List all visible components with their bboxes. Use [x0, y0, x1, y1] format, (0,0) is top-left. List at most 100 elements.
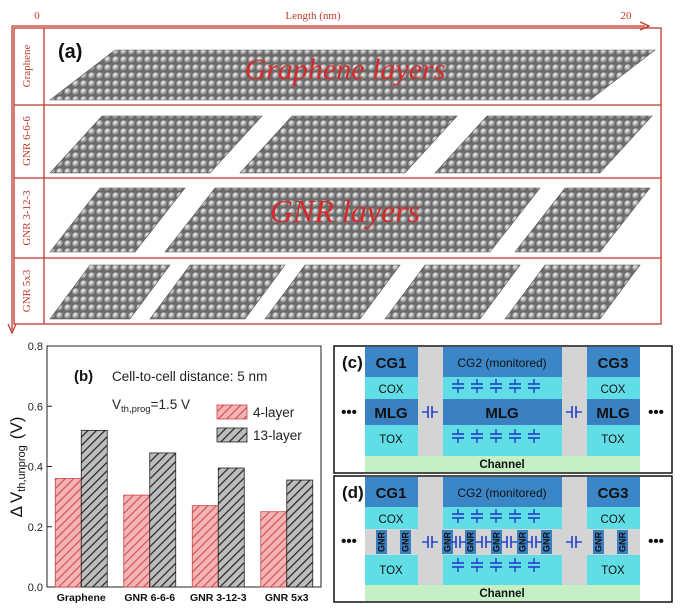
gnr-ribbon: GNR [617, 530, 628, 554]
mlg-label-middle: MLG [485, 405, 518, 422]
mlg-middle [443, 399, 562, 425]
cg2-gate [443, 347, 562, 377]
tox-label-left: TOX [379, 565, 403, 577]
spacer-left [418, 477, 443, 585]
bar-13-layer-3 [217, 467, 245, 588]
x-tick-label: GNR 5x3 [265, 592, 309, 604]
capacitor-icon [528, 379, 540, 393]
capacitor-icon [528, 558, 540, 572]
cg3-gate [587, 477, 640, 507]
mlg-right [587, 399, 640, 425]
gnr-ribbon-stack [49, 115, 263, 174]
cg1-gate [365, 477, 418, 507]
mlg-label-left: MLG [374, 405, 407, 422]
row-label-gnr-6-6-6: GNR 6-6-6 [21, 116, 33, 166]
capacitor-icon [471, 429, 483, 443]
panel-a: 0 Length (nm) 20 Graphene GNR 6-6-6 GNR … [7, 10, 662, 335]
cox-label-right: COX [601, 514, 626, 526]
bar-13-layer-4 [286, 479, 314, 588]
capacitor-icon [526, 536, 542, 548]
capacitor-icon [471, 509, 483, 523]
gnr-ribbon: GNR [541, 530, 552, 554]
tox-label-left: TOX [379, 434, 403, 446]
row-label-gnr-5x3: GNR 5x3 [21, 269, 33, 312]
capacitor-icon [452, 509, 464, 523]
panel-b-chart: 0.0 0.2 0.4 0.6 0.8 Graphene GNR 6-6-6 GNR 3-1… [7, 341, 322, 604]
panel-c-label: (c) [342, 353, 363, 372]
legend-swatch-13-layer [216, 427, 248, 443]
graphene-slabs [49, 49, 656, 101]
panel-a-frame [13, 27, 662, 325]
mlg-label-right: MLG [596, 405, 629, 422]
panel-d: GNR GNR GNR GNR GNR GNR GNR GNR GNR (d) CG1 CG2 … [333, 475, 673, 603]
capacitor-icon [452, 558, 464, 572]
y-tick-label: 0.2 [28, 522, 43, 534]
panel-c: (c) CG1 CG2 (monitored) CG3 COX COX MLG … [333, 345, 673, 474]
gnr-ribbon-stack [514, 187, 651, 253]
length-axis-title: Length (nm) [285, 10, 341, 22]
capacitor-icon [490, 509, 502, 523]
capacitor-icon [471, 379, 483, 393]
gnr-3-12-3-slabs [49, 187, 651, 253]
capacitor-icon [509, 558, 521, 572]
cell-distance-annotation: Cell-to-cell distance: 5 nm [112, 369, 267, 384]
cox-label-left: COX [379, 514, 404, 526]
capacitor-icon [452, 429, 464, 443]
capacitor-icon [490, 379, 502, 393]
spacer-right [562, 347, 587, 456]
x-tick-label: Graphene [57, 592, 106, 604]
channel [365, 456, 640, 472]
x-tick-label: GNR 6-6-6 [124, 592, 175, 604]
bar-13-layer-2 [149, 452, 177, 588]
gnr-ribbon: GNR [376, 530, 387, 554]
y-axis-label: ΔVth,unprog(V) [7, 417, 28, 518]
cg2-gate [443, 477, 562, 507]
capacitor-icon [452, 379, 464, 393]
channel-label: Channel [479, 459, 524, 471]
ellipsis-left: ••• [341, 533, 357, 550]
gnr-ribbon: GNR [517, 530, 528, 554]
gnr-label: GNR [377, 532, 387, 553]
cox-right [587, 377, 640, 399]
gnr-5x3-slabs [49, 264, 641, 320]
capacitor-icon [509, 429, 521, 443]
y-tick-label: 0.8 [28, 341, 43, 353]
gnr-label: GNR [542, 532, 552, 553]
tox-right [587, 555, 640, 585]
cg3-gate [587, 347, 640, 377]
gnr-layers-overlay: GNR layers [270, 193, 420, 229]
row-label-graphene: Graphene [21, 45, 33, 88]
capacitor-icon [509, 379, 521, 393]
legend-label-13-layer: 13-layer [253, 428, 302, 443]
capacitor-icon [422, 406, 438, 418]
panel-b-label: (b) [74, 368, 93, 385]
ellipsis-left: ••• [341, 404, 357, 421]
tox-middle [443, 555, 562, 585]
gnr-label: GNR [618, 532, 628, 553]
cox-right [587, 507, 640, 529]
cox-left [365, 507, 418, 529]
capacitor-icon [501, 536, 517, 548]
y-tick-label: 0.6 [28, 401, 43, 413]
cg2-label: CG2 (monitored) [457, 486, 546, 500]
y-tick-label: 0.0 [28, 582, 43, 594]
tox-left [365, 555, 418, 585]
legend-swatch-4-layer [216, 404, 248, 420]
cg1-gate [365, 347, 418, 377]
graphene-layers-overlay: Graphene layers [245, 53, 446, 86]
graphene-layer-stack [49, 49, 656, 101]
vertical-axis-arrow-icon [7, 323, 17, 335]
bar-4-layer-3 [191, 505, 219, 588]
x-tick-labels: Graphene GNR 6-6-6 GNR 3-12-3 GNR 5x3 [57, 582, 309, 604]
bar-4-layer-2 [123, 494, 151, 588]
gnr-label: GNR [401, 532, 411, 553]
cg2-label: CG2 (monitored) [457, 356, 546, 370]
panel-a-label: (a) [58, 41, 82, 63]
cox-label-right: COX [601, 384, 626, 396]
spacer-right [562, 477, 587, 585]
tox-label-right: TOX [601, 434, 625, 446]
panel-d-label: (d) [342, 483, 364, 502]
capacitor-icon [566, 536, 582, 548]
legend-label-4-layer: 4-layer [253, 405, 295, 420]
